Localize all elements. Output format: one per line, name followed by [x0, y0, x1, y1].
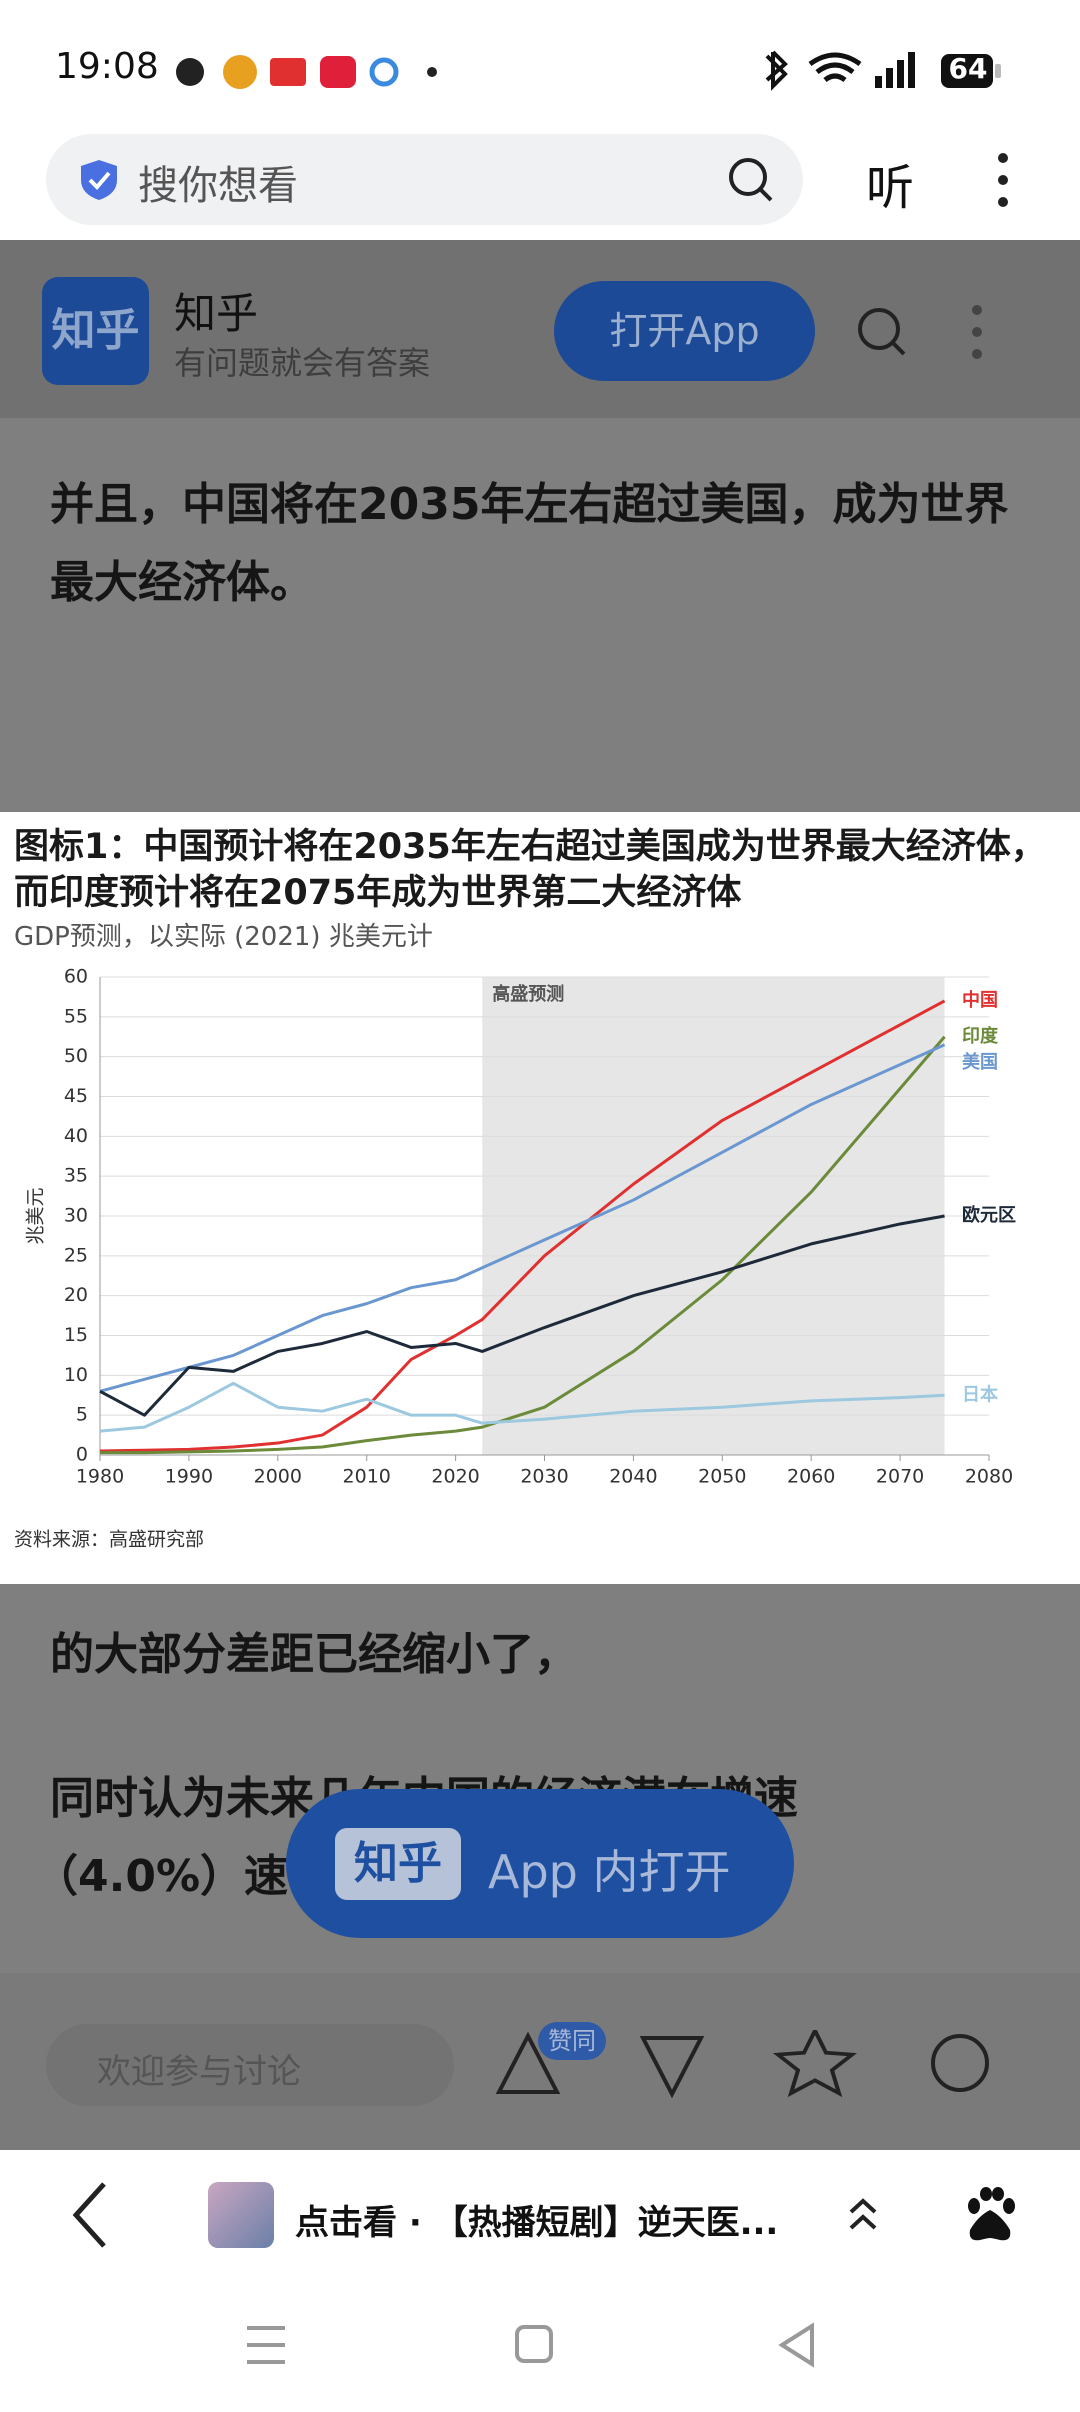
x-tick-label: 1980: [76, 1466, 124, 1488]
y-tick-label: 20: [64, 1284, 88, 1306]
y-axis-label: 兆美元: [25, 1187, 47, 1244]
y-tick-label: 15: [64, 1324, 88, 1346]
series-label: 日本: [962, 1383, 998, 1405]
more-icon[interactable]: [990, 150, 1016, 210]
x-tick-label: 2070: [876, 1466, 924, 1488]
comment-icon[interactable]: [931, 2034, 989, 2092]
y-tick-label: 50: [64, 1045, 88, 1067]
action-icons: [495, 2030, 989, 2099]
y-tick-label: 35: [64, 1165, 88, 1187]
y-tick-label: 40: [64, 1125, 88, 1147]
y-tick-label: 10: [64, 1364, 88, 1386]
listen-button[interactable]: 听: [866, 160, 915, 216]
series-line: [99, 1381, 945, 1433]
system-icons: [765, 50, 1001, 91]
open-app-button[interactable]: 打开App: [554, 281, 815, 381]
chart-source: 资料来源：高盛研究部: [14, 1529, 204, 1551]
series-line: [99, 1214, 945, 1417]
series-label: 美国: [962, 1051, 998, 1073]
zhihu-logo: 知乎: [42, 277, 149, 385]
expand-icon[interactable]: [848, 2198, 878, 2232]
series-label: 中国: [962, 989, 998, 1011]
baidu-icon[interactable]: [962, 2186, 1018, 2244]
float-text: App 内打开: [488, 1845, 731, 1899]
upvote-icon[interactable]: [495, 2031, 561, 2094]
y-tick-label: 45: [64, 1085, 88, 1107]
zhihu-header: [0, 240, 1080, 418]
x-tick-label: 1990: [165, 1466, 213, 1488]
y-tick-label: 60: [64, 966, 88, 988]
x-tick-label: 2080: [965, 1466, 1013, 1488]
x-tick-label: 2020: [431, 1466, 479, 1488]
favorite-icon[interactable]: [773, 2030, 857, 2098]
x-tick-label: 2050: [698, 1466, 746, 1488]
chart-image[interactable]: 图标1：中国预计将在2035年左右超过美国成为世界最大经济体，而印度预计将在20…: [0, 812, 1080, 1584]
series-line: [99, 999, 946, 1453]
chart-title: 图标1：中国预计将在2035年左右超过美国成为世界最大经济体，而印度预计将在20…: [14, 827, 1046, 913]
x-tick-label: 2010: [343, 1466, 391, 1488]
promo-thumbnail[interactable]: [208, 2182, 274, 2248]
series-label: 欧元区: [962, 1204, 1016, 1226]
search-bar[interactable]: [46, 134, 803, 225]
x-tick-label: 2040: [609, 1466, 657, 1488]
site-name: 知乎: [174, 289, 259, 338]
y-tick-label: 0: [76, 1444, 88, 1466]
shield-icon: [81, 160, 117, 200]
y-tick-label: 30: [64, 1205, 88, 1227]
downvote-icon[interactable]: [639, 2036, 705, 2099]
y-tick-label: 5: [76, 1404, 88, 1426]
back-icon[interactable]: [70, 2180, 110, 2250]
article-paragraph: 并且，中国将在2035年左右超过美国，成为世界最大经济体。: [50, 479, 1009, 608]
search-placeholder: 搜你想看: [138, 163, 298, 209]
header-more-icon[interactable]: [966, 302, 988, 362]
notification-icons: [176, 55, 437, 89]
system-nav: [247, 2322, 814, 2368]
y-tick-label: 55: [64, 1005, 88, 1027]
series-label: 印度: [962, 1025, 999, 1047]
upvote-badge: 赞同: [538, 2022, 606, 2060]
chart: 高盛预测 0 5 10 15 20 25 30 35 40 45 50 55 60 1980 1990 2000…: [14, 966, 1016, 1551]
comment-placeholder: 欢迎参与讨论: [97, 2052, 301, 2092]
article-paragraph: 的大部分差距已经缩小了，: [50, 1629, 578, 1680]
forecast-annotation: 高盛预测: [492, 983, 564, 1005]
status-time: 19:08: [55, 46, 159, 87]
series-line: [99, 1043, 946, 1393]
search-icon[interactable]: [726, 155, 776, 205]
y-tick-label: 25: [64, 1244, 88, 1266]
x-tick-label: 2030: [520, 1466, 568, 1488]
chart-subtitle: GDP预测，以实际 (2021) 兆美元计: [14, 922, 433, 952]
header-search-icon[interactable]: [856, 306, 908, 358]
float-logo: 知乎: [335, 1828, 461, 1900]
battery-level: 64: [948, 52, 988, 85]
site-tagline: 有问题就会有答案: [174, 344, 431, 382]
x-tick-label: 2060: [787, 1466, 835, 1488]
x-tick-label: 2000: [254, 1466, 302, 1488]
promo-text[interactable]: 点击看 · 【热播短剧】逆天医...: [295, 2203, 779, 2243]
article-paragraph: （4.0%）速: [34, 1851, 289, 1902]
series-line: [100, 1035, 946, 1455]
comment-input[interactable]: [46, 2024, 454, 2106]
